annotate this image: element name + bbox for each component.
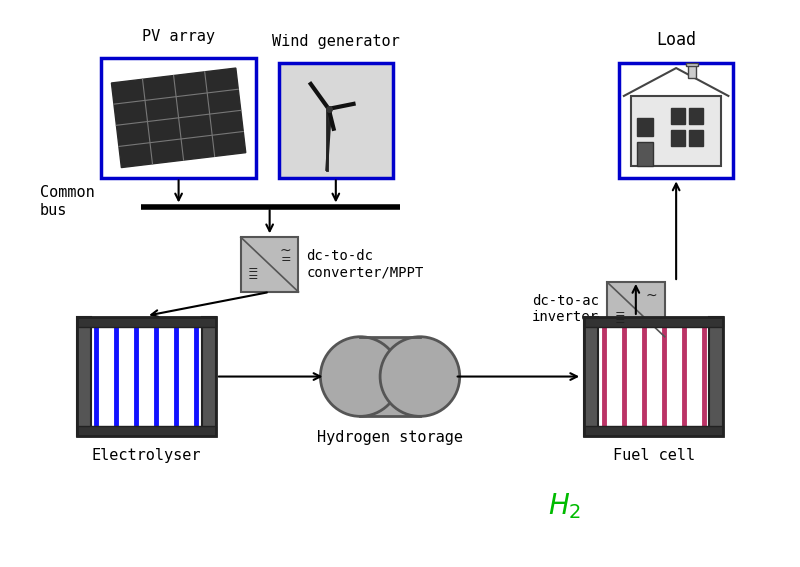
Polygon shape — [111, 68, 246, 168]
Bar — [202, 317, 216, 436]
Bar — [584, 426, 723, 436]
Text: ~: ~ — [646, 289, 658, 303]
Text: Electrolyser: Electrolyser — [91, 448, 201, 463]
Text: =: = — [614, 308, 626, 321]
Ellipse shape — [320, 337, 400, 416]
Bar — [689, 108, 702, 124]
Bar — [241, 237, 298, 292]
Bar — [102, 58, 256, 177]
Bar — [77, 426, 216, 436]
Text: =: = — [614, 315, 626, 328]
Bar — [90, 325, 202, 428]
Bar — [77, 317, 216, 436]
Bar — [631, 96, 722, 166]
Text: $\mathit{H}_2$: $\mathit{H}_2$ — [547, 491, 581, 521]
Text: Common
bus: Common bus — [40, 185, 94, 218]
Bar — [686, 63, 698, 66]
Text: dc-to-ac
inverter: dc-to-ac inverter — [532, 294, 599, 324]
Bar — [584, 317, 723, 327]
Bar — [77, 317, 90, 436]
Bar — [619, 63, 734, 177]
Bar — [689, 130, 702, 146]
Bar — [77, 317, 216, 327]
Text: Fuel cell: Fuel cell — [613, 448, 695, 463]
Bar — [670, 108, 685, 124]
Bar — [598, 325, 710, 428]
Bar — [688, 64, 696, 78]
Bar — [637, 118, 653, 136]
Text: =: = — [247, 270, 258, 284]
Bar — [584, 317, 723, 436]
Ellipse shape — [380, 337, 460, 416]
Bar — [278, 63, 393, 177]
Bar — [670, 130, 685, 146]
Text: Load: Load — [656, 31, 696, 49]
Text: Wind generator: Wind generator — [272, 34, 400, 49]
Bar — [607, 282, 665, 337]
Text: dc-to-dc
converter/MPPT: dc-to-dc converter/MPPT — [306, 249, 424, 280]
Text: Hydrogen storage: Hydrogen storage — [317, 430, 463, 445]
Bar — [637, 142, 653, 166]
Text: PV array: PV array — [142, 29, 215, 44]
Bar — [710, 317, 723, 436]
Text: =: = — [280, 253, 291, 265]
Bar — [360, 337, 420, 416]
Text: =: = — [247, 264, 258, 277]
Text: ~: ~ — [280, 244, 291, 258]
Bar — [584, 317, 598, 436]
